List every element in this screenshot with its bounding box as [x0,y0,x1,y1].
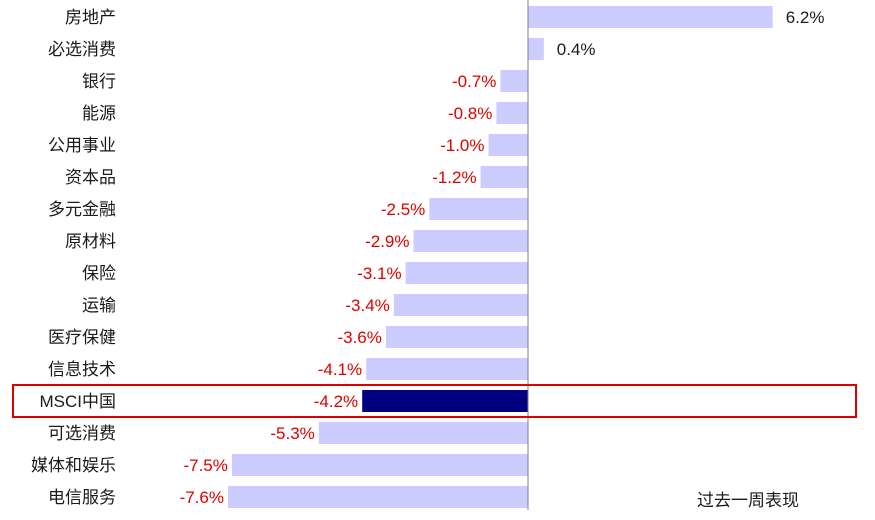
bar-cat-13 [318,422,528,444]
value-label-cat-13: -5.3% [270,424,314,443]
value-label-cat-7: -2.9% [365,232,409,251]
bar-cat-2 [500,70,528,92]
value-label-cat-10: -3.6% [337,328,381,347]
category-label-cat-5: 资本品 [65,168,116,187]
bar-cat-1 [528,38,544,60]
bar-cat-14 [231,454,528,476]
value-label-cat-15: -7.6% [180,488,224,507]
value-label-cat-14: -7.5% [183,456,227,475]
value-label-cat-3: -0.8% [448,104,492,123]
bar-cat-6 [429,198,528,220]
value-label-cat-2: -0.7% [452,72,496,91]
category-label-cat-7: 原材料 [65,232,116,251]
value-label-cat-6: -2.5% [381,200,425,219]
bar-cat-10 [385,326,528,348]
category-label-cat-0: 房地产 [65,8,116,27]
category-label-cat-8: 保险 [82,264,116,283]
value-label-cat-1: 0.4% [557,40,596,59]
category-label-cat-12: MSCI中国 [40,392,117,411]
bar-cat-11 [366,358,528,380]
value-labels-group: 6.2% 0.4% -0.7% -0.8% -1.0% -1.2% -2.5% -2.9% -3… [180,8,825,507]
value-label-cat-4: -1.0% [440,136,484,155]
category-label-cat-11: 信息技术 [48,360,116,379]
category-label-cat-3: 能源 [82,104,116,123]
bar-cat-4 [488,134,528,156]
category-label-cat-10: 医疗保健 [48,328,116,347]
value-label-cat-8: -3.1% [357,264,401,283]
category-label-cat-13: 可选消费 [48,424,116,443]
bar-cat-0 [528,6,773,28]
period-legend-text: 过去一周表现 [697,491,799,510]
category-label-cat-2: 银行 [82,72,116,91]
value-label-cat-11: -4.1% [318,360,362,379]
value-label-cat-9: -3.4% [345,296,389,315]
bar-cat-12 [362,390,528,412]
bar-cat-9 [393,294,528,316]
bars-group [228,6,773,508]
bar-cat-8 [405,262,528,284]
bar-cat-15 [228,486,528,508]
category-label-cat-9: 运输 [82,296,116,315]
msci-china-highlight-box [12,384,857,418]
bar-cat-7 [413,230,528,252]
category-label-cat-14: 媒体和娱乐 [31,456,116,475]
value-label-cat-5: -1.2% [432,168,476,187]
category-label-cat-15: 电信服务 [48,488,116,507]
value-label-cat-0: 6.2% [786,8,825,27]
category-label-cat-4: 公用事业 [48,136,116,155]
category-label-cat-1: 必选消费 [48,40,116,59]
bar-cat-5 [480,166,528,188]
value-label-cat-12: -4.2% [314,392,358,411]
category-label-cat-6: 多元金融 [48,200,116,219]
bar-cat-3 [496,102,528,124]
